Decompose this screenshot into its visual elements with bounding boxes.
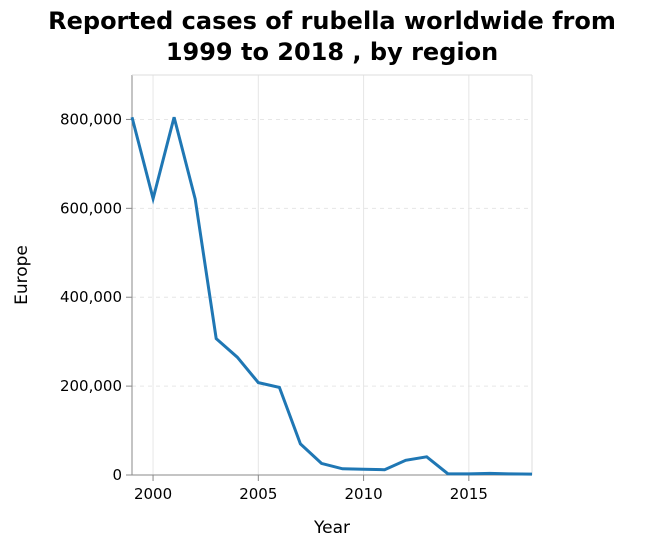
x-tick-label-3: 2015 [450, 485, 488, 503]
y-tick-label-1: 200,000 [60, 377, 122, 395]
x-tick-label-1: 2005 [239, 485, 277, 503]
chart-title-line-2: 1999 to 2018 , by region [166, 38, 498, 66]
y-axis-title: Europe [12, 245, 32, 305]
series-layer [130, 116, 533, 476]
y-tick-label-3: 600,000 [60, 199, 122, 217]
tick-labels: 2000 2005 2010 2015 0 200,000 400,000 600,000 80… [60, 110, 488, 503]
x-tick-label-0: 2000 [134, 485, 172, 503]
gridlines [132, 75, 532, 475]
chart-title-line-1: Reported cases of rubella worldwide from [48, 7, 616, 35]
y-tick-label-0: 0 [112, 466, 122, 484]
x-axis-title: Year [313, 518, 350, 538]
y-tick-label-2: 400,000 [60, 288, 122, 306]
x-tick-label-2: 2010 [344, 485, 382, 503]
axes [126, 74, 533, 481]
series-line-0 [130, 116, 533, 476]
y-tick-label-4: 800,000 [60, 110, 122, 128]
